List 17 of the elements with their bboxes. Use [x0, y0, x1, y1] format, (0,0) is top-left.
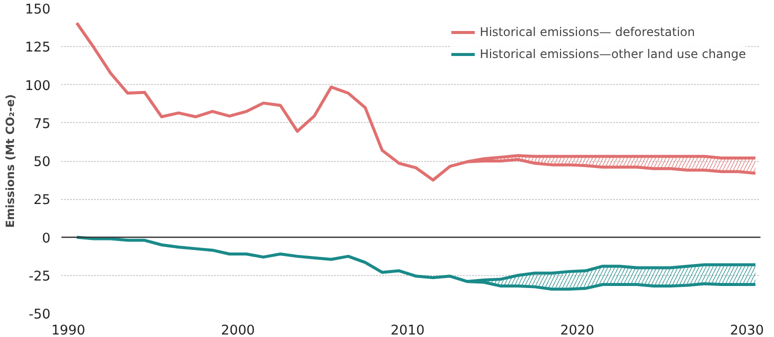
x-tick-label: 2010	[390, 324, 425, 337]
x-tick-label: 1990	[51, 324, 86, 337]
y-tick-label: 0	[42, 231, 51, 246]
y-tick-label: 100	[25, 78, 51, 94]
x-tick-label: 2000	[220, 324, 255, 337]
y-tick-label: 75	[34, 116, 51, 132]
legend-label: Historical emissions—other land use change	[480, 47, 746, 61]
y-tick-label: -25	[28, 269, 51, 284]
y-tick-label: 150	[25, 2, 51, 18]
x-tick-label: 2020	[560, 324, 594, 337]
y-tick-label: 125	[25, 40, 51, 56]
y-tick-label: -50	[28, 308, 51, 322]
y-axis-title: Emissions (Mt CO₂-e)	[3, 94, 18, 228]
y-tick-label: 50	[34, 155, 51, 170]
legend-label: Historical emissions— deforestation	[480, 25, 695, 39]
x-tick-label: 2030	[730, 324, 764, 337]
y-tick-label: 25	[34, 193, 51, 208]
